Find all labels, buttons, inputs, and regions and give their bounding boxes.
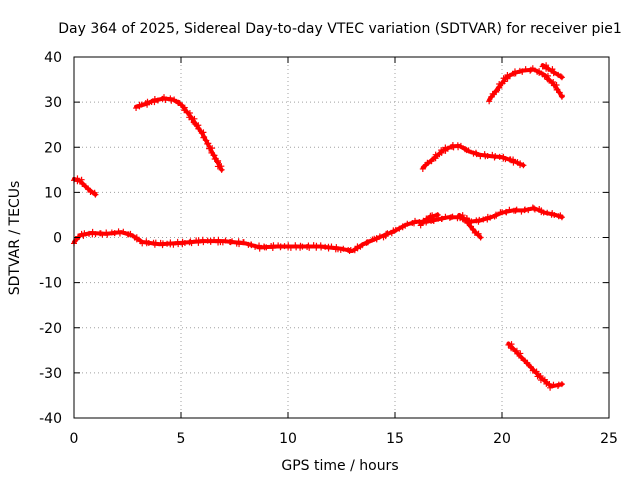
y-tick-label: 20: [44, 140, 62, 156]
grid-lines: [74, 57, 609, 418]
chart-title: Day 364 of 2025, Sidereal Day-to-day VTE…: [58, 21, 622, 37]
track-arc-35: [486, 65, 565, 105]
y-tick-label: 0: [53, 231, 62, 247]
track-arc-35-markers: [486, 65, 565, 105]
y-tick-label: -20: [39, 321, 62, 337]
y-axis-label: SDTVAR / TECUs: [7, 181, 23, 296]
track-neg-30: [505, 341, 565, 391]
track-branch-a-markers: [417, 211, 441, 229]
track-short-38: [539, 62, 565, 81]
y-tick-label: 40: [44, 50, 62, 66]
track-arc-20-markers: [419, 141, 527, 172]
track-arc-20: [419, 141, 527, 172]
x-tick-label: 20: [493, 431, 511, 447]
track-branch-b-markers: [456, 212, 484, 241]
y-tick-label: 10: [44, 185, 62, 201]
track-short-38-markers: [539, 62, 565, 81]
x-tick-label: 5: [177, 431, 186, 447]
track-branch-a: [417, 211, 441, 229]
y-tick-label: -30: [39, 366, 62, 382]
track-arc-35-line: [487, 67, 564, 102]
track-branch-b: [456, 212, 484, 241]
y-tick-label: -40: [39, 411, 62, 427]
x-tick-label: 25: [600, 431, 618, 447]
y-tick-label: -10: [39, 276, 62, 292]
x-tick-label: 15: [386, 431, 404, 447]
track-start-high: [71, 175, 99, 198]
x-tick-label: 0: [70, 431, 79, 447]
track-arc-20-line: [420, 143, 526, 170]
x-axis-label: GPS time / hours: [281, 458, 398, 474]
track-arc-30: [133, 94, 225, 173]
y-tick-label: 30: [44, 95, 62, 111]
track-neg-30-markers: [505, 341, 565, 391]
data-series: [71, 62, 565, 391]
track-arc-30-markers: [133, 94, 225, 173]
x-tick-label: 10: [279, 431, 297, 447]
track-arc-30-line: [134, 96, 224, 172]
track-main-band: [71, 204, 565, 255]
track-start-high-markers: [71, 175, 99, 198]
axis-ticks: 0 5 10 15 20 25 -40 -30 -20 -10 0 10 20 30 40: [39, 50, 618, 447]
